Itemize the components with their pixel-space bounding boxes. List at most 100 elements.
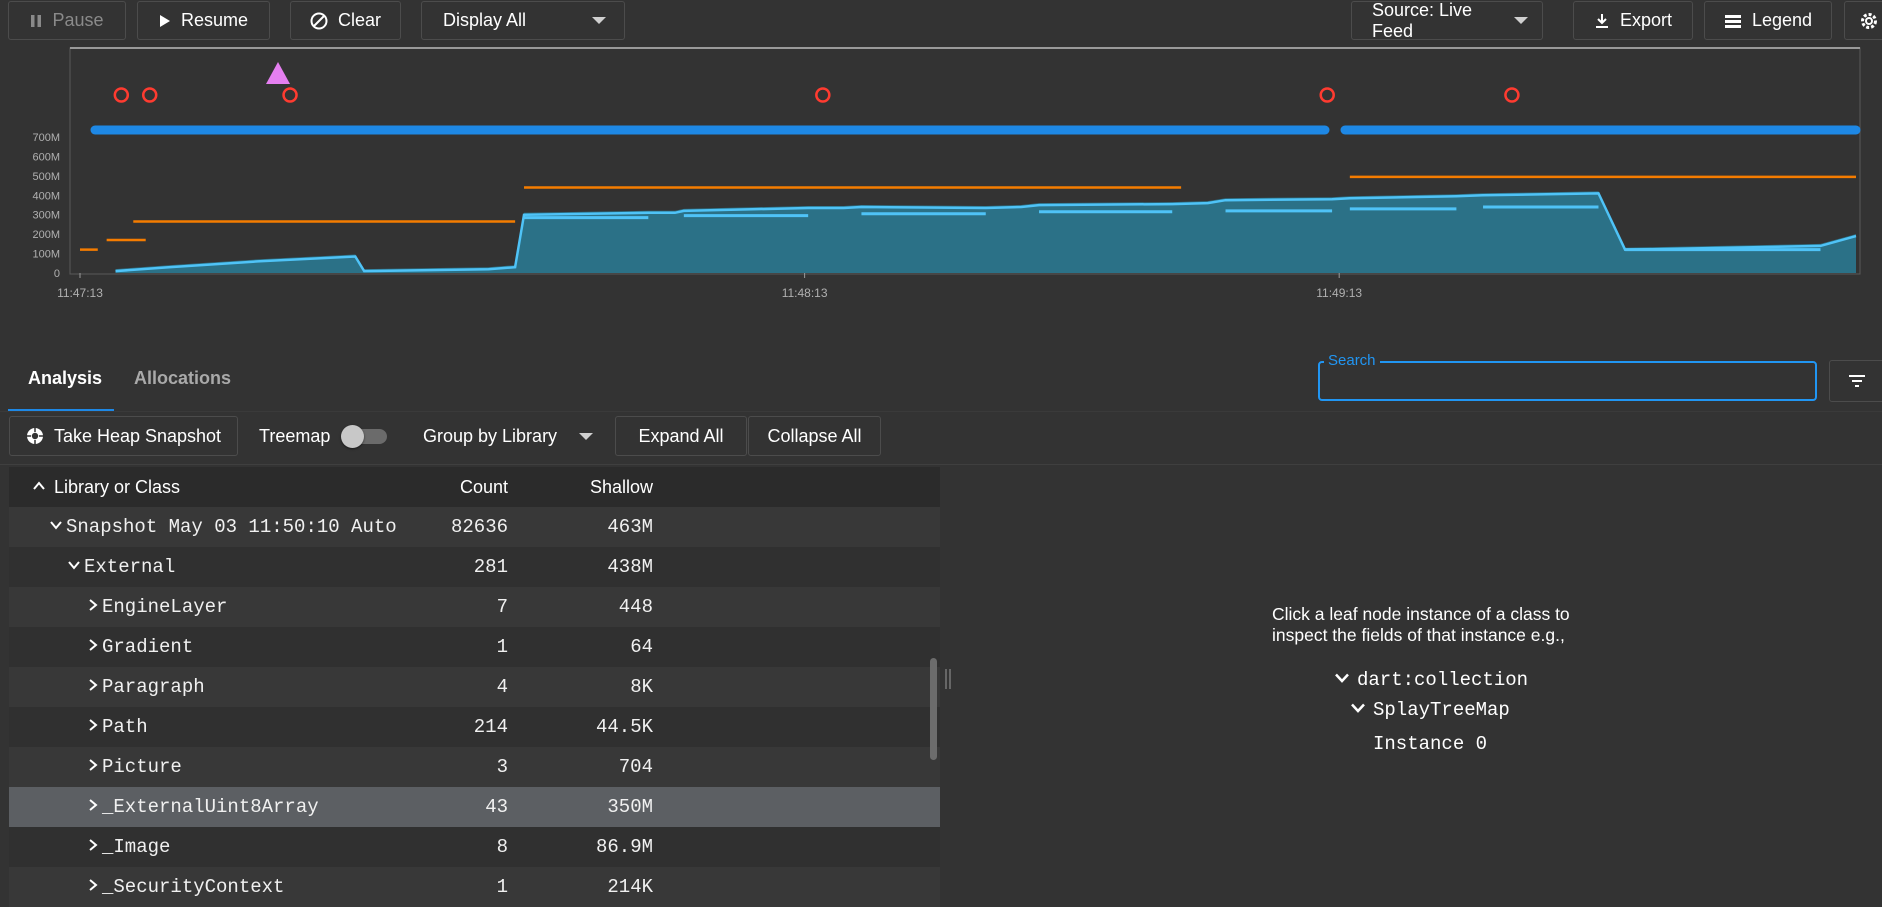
y-tick-label: 300M bbox=[32, 210, 60, 222]
gear-icon bbox=[1861, 12, 1877, 29]
used-heap-line bbox=[115, 192, 1857, 273]
chevron-down-icon bbox=[1351, 703, 1365, 713]
row-shallow: 8K bbox=[630, 676, 653, 698]
table-row[interactable]: Paragraph 4 8K bbox=[9, 667, 940, 707]
expand-all-label: Expand All bbox=[638, 425, 724, 446]
tab-allocations[interactable]: Allocations bbox=[134, 368, 232, 388]
table-row[interactable]: Snapshot May 03 11:50:10 Auto 82636 463M bbox=[9, 507, 940, 547]
settings-button[interactable] bbox=[1844, 1, 1882, 40]
row-shallow: 44.5K bbox=[595, 716, 653, 738]
column-header-name[interactable]: Library or Class bbox=[54, 477, 181, 497]
x-tick-label: 11:49:13 bbox=[1316, 286, 1362, 300]
collapse-all-button[interactable]: Collapse All bbox=[748, 416, 881, 456]
chevron-down-icon[interactable] bbox=[68, 560, 80, 570]
row-count: 3 bbox=[496, 756, 508, 778]
tab-analysis[interactable]: Analysis bbox=[28, 368, 103, 388]
table-header: Library or Class Count Shallow bbox=[9, 467, 940, 507]
event-marker-triangle bbox=[266, 62, 290, 84]
collapse-all-label: Collapse All bbox=[767, 425, 862, 446]
row-shallow: 350M bbox=[607, 796, 653, 818]
source-select[interactable]: Source: Live Feed bbox=[1351, 0, 1543, 41]
row-name: EngineLayer bbox=[102, 596, 228, 618]
group-by-select-value: Group by Library bbox=[423, 425, 558, 446]
treemap-toggle-knob[interactable] bbox=[341, 425, 364, 448]
clear-button[interactable]: Clear bbox=[290, 1, 401, 40]
search-field[interactable] bbox=[1318, 361, 1817, 401]
snapshot-marker bbox=[282, 87, 298, 103]
table-row[interactable]: EngineLayer 7 448 bbox=[9, 587, 940, 627]
pause-button[interactable]: Pause bbox=[8, 1, 126, 40]
row-count: 1 bbox=[496, 636, 508, 658]
row-name: Paragraph bbox=[102, 676, 205, 698]
table-row[interactable]: Path 214 44.5K bbox=[9, 707, 940, 747]
capacity-area bbox=[115, 191, 1856, 273]
chevron-right-icon[interactable] bbox=[88, 599, 98, 611]
sort-ascending-icon[interactable] bbox=[33, 481, 45, 491]
example-library: dart:collection bbox=[1357, 669, 1529, 691]
snapshot-marker bbox=[1319, 87, 1335, 103]
row-count: 43 bbox=[485, 796, 508, 818]
filter-button[interactable] bbox=[1829, 360, 1882, 402]
chevron-right-icon[interactable] bbox=[88, 639, 98, 651]
memory-chart[interactable]: 700M 600M 500M 400M 300M 200M 100M 0 11:47:13 11:… bbox=[0, 44, 1882, 314]
snapshot-marker bbox=[141, 87, 158, 103]
caret-down-icon bbox=[1514, 17, 1528, 24]
legend-label: Legend bbox=[1751, 10, 1813, 30]
resume-button[interactable]: Resume bbox=[137, 1, 270, 40]
download-icon bbox=[1595, 13, 1608, 28]
pause-label: Pause bbox=[52, 10, 104, 30]
display-select[interactable]: Display All bbox=[421, 1, 625, 40]
pane-splitter-handle[interactable] bbox=[945, 669, 951, 689]
resume-label: Resume bbox=[180, 10, 249, 30]
column-header-shallow[interactable]: Shallow bbox=[589, 477, 653, 497]
snapshot-marker bbox=[113, 87, 130, 103]
y-tick-label: 600M bbox=[32, 151, 60, 163]
search-input[interactable] bbox=[1324, 368, 1808, 398]
table-scrollbar[interactable] bbox=[930, 658, 937, 760]
source-select-value: Source: Live Feed bbox=[1372, 0, 1473, 41]
table-row[interactable]: _Image 8 86.9M bbox=[9, 827, 940, 867]
legend-button[interactable]: Legend bbox=[1704, 1, 1832, 40]
caret-down-icon bbox=[579, 432, 593, 440]
y-tick-label: 400M bbox=[32, 190, 60, 202]
row-count: 4 bbox=[496, 676, 508, 698]
row-name: Path bbox=[102, 716, 148, 738]
expand-all-button[interactable]: Expand All bbox=[615, 416, 747, 456]
export-label: Export bbox=[1619, 10, 1673, 30]
row-shallow: 448 bbox=[618, 596, 653, 618]
row-count: 8 bbox=[496, 836, 508, 858]
example-instance: Instance 0 bbox=[1373, 733, 1488, 755]
table-row[interactable]: External 281 438M bbox=[9, 547, 940, 587]
snapshot-marker bbox=[815, 87, 831, 103]
row-name: External bbox=[84, 556, 176, 578]
heap-table: Library or Class Count Shallow Snapshot … bbox=[9, 467, 940, 907]
chevron-right-icon[interactable] bbox=[88, 839, 98, 851]
block-icon bbox=[310, 12, 328, 29]
display-select-value: Display All bbox=[443, 10, 527, 30]
table-row-selected[interactable]: _ExternalUint8Array 43 350M bbox=[9, 787, 940, 827]
row-name: Picture bbox=[102, 756, 182, 778]
section-divider bbox=[0, 464, 1882, 465]
row-name: _Image bbox=[102, 836, 171, 858]
snapshot-marker bbox=[1504, 87, 1520, 103]
chevron-right-icon[interactable] bbox=[88, 799, 98, 811]
caret-down-icon bbox=[592, 17, 606, 24]
table-row[interactable]: Picture 3 704 bbox=[9, 747, 940, 787]
chevron-right-icon[interactable] bbox=[88, 879, 98, 891]
export-button[interactable]: Export bbox=[1573, 1, 1693, 40]
chevron-down-icon[interactable] bbox=[50, 520, 62, 530]
table-row[interactable]: _SecurityContext 1 214K bbox=[9, 867, 940, 907]
y-tick-label: 700M bbox=[32, 132, 60, 144]
chevron-right-icon[interactable] bbox=[88, 759, 98, 771]
row-name: _SecurityContext bbox=[102, 876, 285, 898]
row-shallow: 86.9M bbox=[595, 836, 653, 858]
group-by-select[interactable]: Group by Library bbox=[423, 416, 593, 456]
row-count: 7 bbox=[496, 596, 508, 618]
legend-icon bbox=[1724, 14, 1741, 28]
chevron-right-icon[interactable] bbox=[88, 679, 98, 691]
take-heap-snapshot-button[interactable]: Take Heap Snapshot bbox=[9, 416, 238, 456]
chevron-right-icon[interactable] bbox=[88, 719, 98, 731]
row-shallow: 214K bbox=[607, 876, 653, 898]
column-header-count[interactable]: Count bbox=[459, 477, 508, 497]
table-row[interactable]: Gradient 1 64 bbox=[9, 627, 940, 667]
